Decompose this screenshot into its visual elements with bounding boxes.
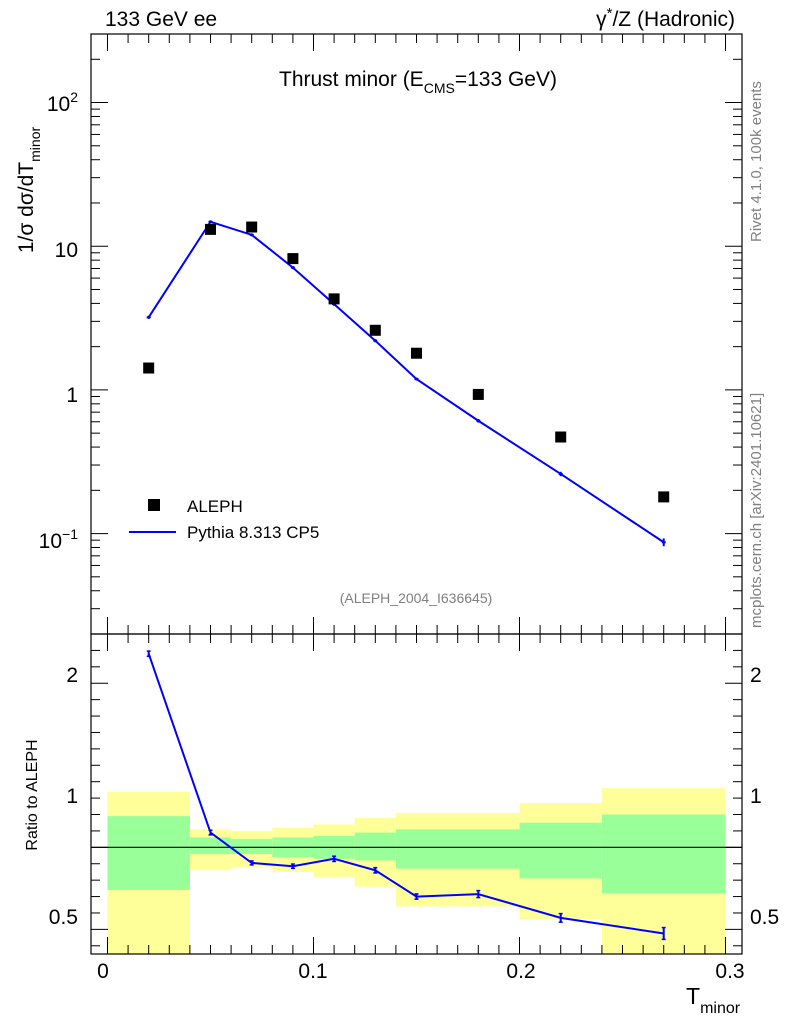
legend-pythia-label: Pythia 8.313 CP5	[187, 523, 319, 542]
ratio-y-axis-label: Ratio to ALEPH	[24, 739, 41, 850]
aleph-data-point	[658, 491, 670, 503]
aleph-data-point	[555, 431, 567, 443]
x-axis-label: Tminor	[686, 983, 741, 1017]
aleph-data-point	[328, 293, 340, 305]
x-tick-label-0: 0	[97, 960, 109, 983]
pythia-line	[147, 220, 665, 544]
legend-aleph-marker	[148, 499, 160, 511]
header-left-label: 133 GeV ee	[105, 8, 217, 31]
aleph-data-point	[204, 223, 216, 235]
aleph-data-point	[143, 362, 155, 374]
x-tick-label-0.2: 0.2	[506, 960, 535, 983]
main-plot-frame	[90, 33, 743, 635]
ratio-y-tick-label-2-left: 2	[66, 664, 78, 687]
ratio-y-tick-label-1-left: 1	[66, 785, 78, 808]
y-tick-label-1: 1	[66, 384, 78, 407]
legend-aleph-label: ALEPH	[187, 497, 243, 516]
ratio-y-tick-label-1-right: 1	[750, 785, 762, 808]
y-tick-label-100: 102	[47, 89, 78, 116]
analysis-id-watermark: (ALEPH_2004_I636645)	[340, 590, 493, 606]
ratio-band-inner-8	[601, 814, 726, 894]
mcplots-label: mcplots.cern.ch [arXiv:2401.10621]	[748, 393, 765, 628]
ratio-band-inner-1	[189, 837, 232, 854]
ratio-y-tick-label-0.5-right: 0.5	[750, 906, 779, 929]
aleph-data-point	[369, 324, 381, 336]
rivet-version-label: Rivet 4.1.0, 100k events	[748, 81, 765, 242]
main-plot-marks	[143, 220, 670, 547]
main-y-axis-label: 1/σ dσ/dTminor	[15, 127, 43, 254]
ratio-y-tick-label-2-right: 2	[750, 664, 762, 687]
aleph-data-point	[246, 221, 258, 233]
x-tick-label-0.1: 0.1	[298, 960, 327, 983]
ratio-y-tick-label-0.5-left: 0.5	[49, 906, 78, 929]
header-right-label: γ*/Z (Hadronic)	[596, 5, 735, 31]
y-tick-label-10: 10	[55, 239, 78, 262]
ratio-band-inner-2	[231, 839, 273, 854]
y-tick-label-0.1: 10−1	[39, 526, 79, 553]
plot-title: Thrust minor (ECMS=133 GeV)	[279, 68, 557, 96]
ratio-band-inner-6	[395, 829, 520, 869]
ratio-plot-marks	[146, 650, 666, 941]
ratio-line	[147, 653, 664, 935]
ratio-band-inner-0	[107, 816, 190, 890]
x-tick-label-0.3: 0.3	[715, 960, 744, 983]
ratio-band-inner-7	[519, 822, 602, 879]
aleph-data-point	[472, 388, 484, 400]
axis-ticks	[91, 33, 742, 954]
ratio-band-inner-5	[354, 832, 396, 861]
aleph-data-point	[287, 253, 299, 265]
aleph-data-point	[411, 347, 422, 359]
